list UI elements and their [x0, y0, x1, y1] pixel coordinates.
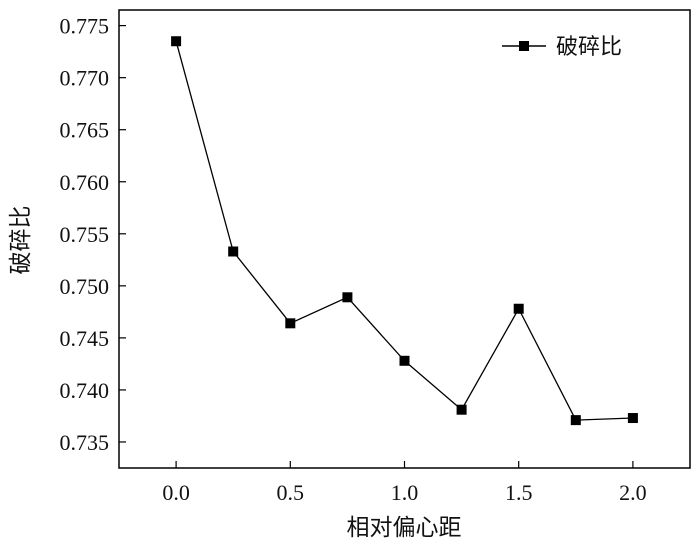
y-tick-label: 0.745 — [60, 326, 110, 351]
series-layer — [171, 36, 638, 426]
x-tick-label: 0.5 — [277, 480, 305, 505]
x-tick-label: 1.0 — [391, 480, 419, 505]
y-tick-label: 0.735 — [60, 430, 110, 455]
data-point-marker — [171, 36, 182, 47]
x-axis-ticks: 0.0 0.5 1.0 1.5 2.0 — [162, 461, 647, 505]
data-point-marker — [456, 404, 467, 415]
y-axis-ticks: 0.735 0.740 0.745 0.750 0.755 0.760 0.765 0.770… — [60, 14, 126, 455]
y-tick-label: 0.755 — [60, 222, 110, 247]
y-tick-label: 0.750 — [60, 274, 110, 299]
data-point-marker — [285, 318, 296, 329]
data-point-marker — [513, 303, 524, 314]
plot-frame — [118, 9, 691, 469]
data-point-marker — [399, 355, 410, 366]
data-point-marker — [570, 415, 581, 426]
x-axis-title: 相对偏心距 — [347, 515, 462, 541]
legend: 破碎比 — [502, 35, 622, 60]
y-tick-label: 0.775 — [60, 14, 110, 39]
x-tick-label: 0.0 — [162, 480, 190, 505]
legend-label: 破碎比 — [556, 35, 622, 60]
y-axis-title: 破碎比 — [8, 206, 34, 275]
x-tick-label: 1.5 — [505, 480, 533, 505]
y-tick-label: 0.760 — [60, 170, 110, 195]
data-point-marker — [342, 292, 353, 303]
y-tick-label: 0.765 — [60, 118, 110, 143]
y-tick-label: 0.770 — [60, 66, 110, 91]
x-tick-label: 2.0 — [619, 480, 647, 505]
legend-marker-swatch — [519, 41, 529, 51]
data-point-marker — [228, 246, 239, 257]
data-point-marker — [627, 413, 638, 424]
y-tick-label: 0.740 — [60, 378, 110, 403]
